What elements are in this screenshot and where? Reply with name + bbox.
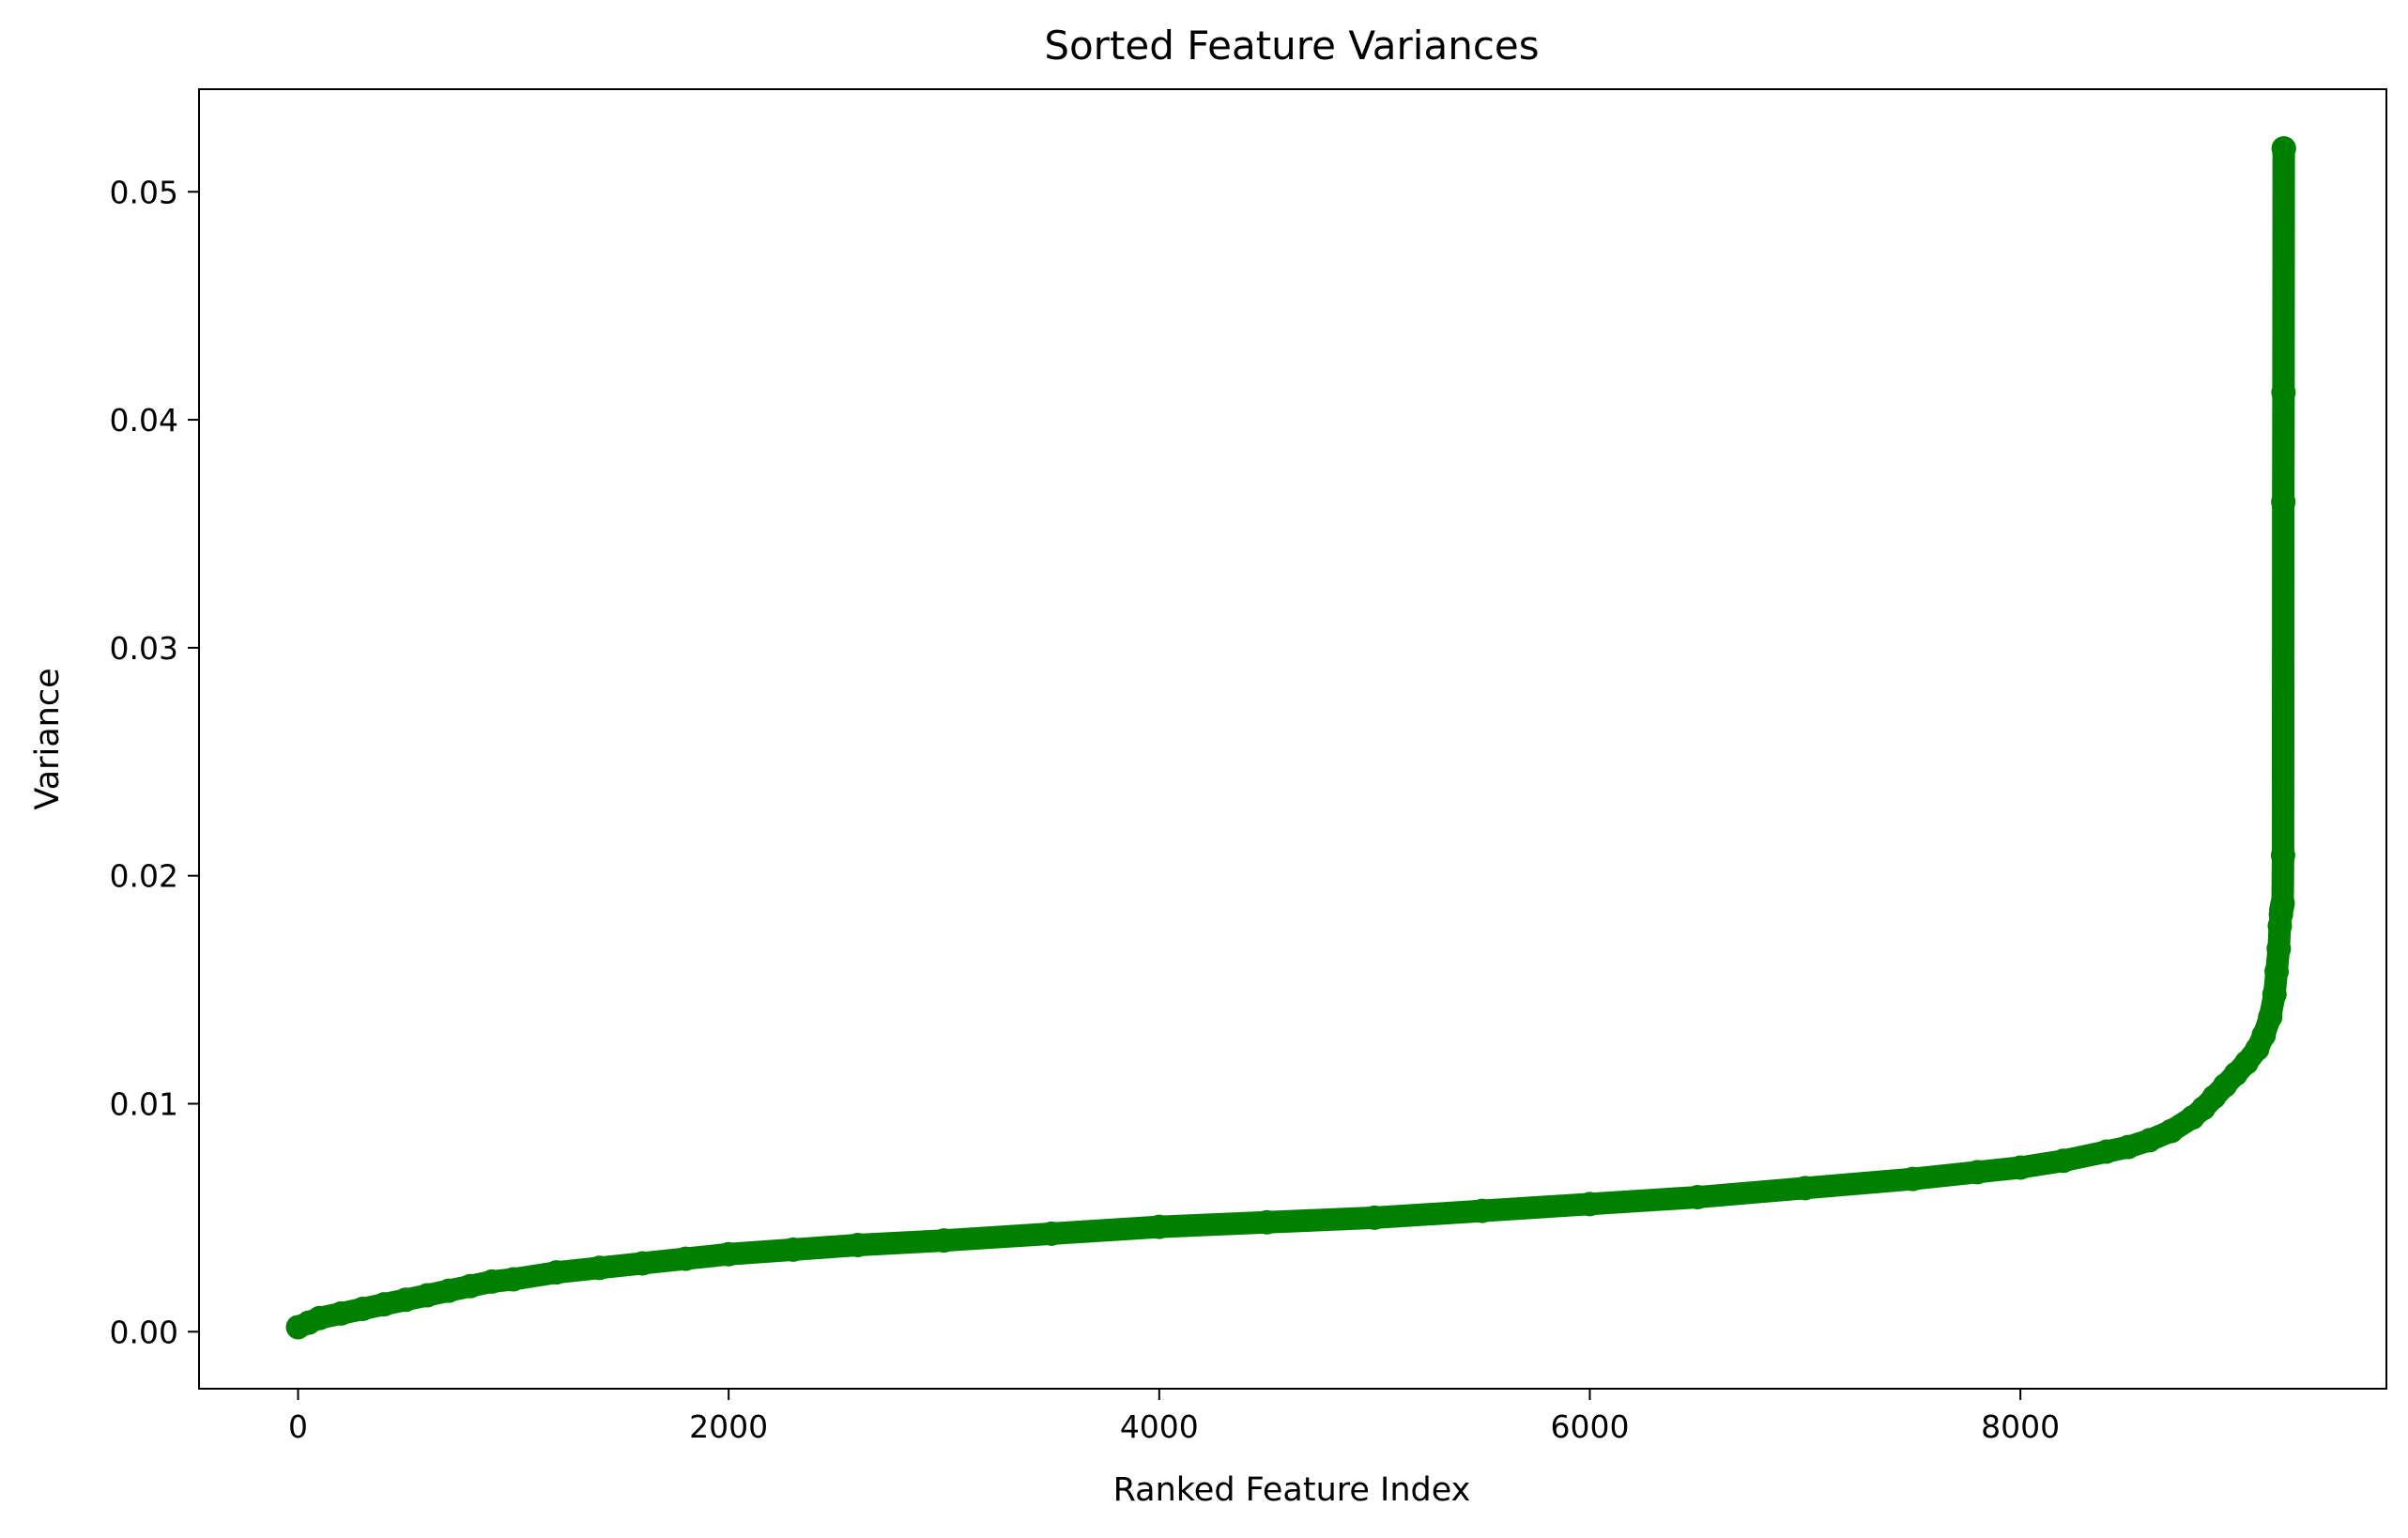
data-point <box>437 1278 462 1303</box>
x-tick-label: 4000 <box>1120 1408 1199 1445</box>
data-point <box>372 1292 397 1317</box>
data-point <box>2271 136 2296 161</box>
data-point <box>1685 1185 1710 1210</box>
data-point <box>845 1233 870 1258</box>
data-point <box>2258 1005 2283 1030</box>
data-point <box>1254 1209 1280 1235</box>
data-point <box>1146 1214 1172 1239</box>
data-point <box>780 1237 805 1262</box>
data-point <box>2266 936 2292 961</box>
data-point <box>2262 981 2287 1007</box>
data-point <box>1965 1160 1990 1185</box>
data-point <box>307 1305 332 1330</box>
y-tick-label: 0.03 <box>110 630 178 667</box>
data-point <box>500 1267 526 1292</box>
data-point <box>2137 1128 2162 1153</box>
y-axis: 0.00 0.01 0.02 0.03 0.04 0.05 <box>110 174 199 1350</box>
data-point <box>2271 489 2296 515</box>
y-tick-label: 0.02 <box>110 858 178 895</box>
data-point <box>1577 1192 1603 1217</box>
data-point <box>2158 1118 2184 1144</box>
y-tick-label: 0.00 <box>110 1314 178 1350</box>
data-point <box>457 1273 483 1299</box>
x-tick-label: 6000 <box>1550 1408 1629 1445</box>
data-point <box>587 1255 612 1281</box>
plot-area <box>285 136 2296 1340</box>
data-point <box>2008 1155 2033 1180</box>
data-point <box>673 1246 698 1271</box>
data-point <box>630 1251 655 1276</box>
data-point <box>1792 1176 1818 1201</box>
data-point <box>1469 1198 1495 1223</box>
data-point <box>329 1300 354 1326</box>
x-axis: 0 2000 4000 6000 8000 <box>288 1389 2060 1445</box>
x-axis-label: Ranked Feature Index <box>1113 1471 1471 1509</box>
data-point <box>2051 1148 2077 1174</box>
data-point <box>716 1241 742 1267</box>
data-point <box>350 1297 376 1322</box>
y-tick-label: 0.01 <box>110 1085 178 1122</box>
x-tick-label: 0 <box>288 1408 308 1445</box>
x-tick-label: 2000 <box>689 1408 768 1445</box>
data-point <box>393 1287 419 1313</box>
data-point <box>2270 890 2295 915</box>
data-point <box>1362 1205 1388 1230</box>
data-point <box>2271 379 2296 405</box>
y-axis-label: Variance <box>29 668 67 809</box>
data-point <box>1900 1166 1925 1192</box>
data-point <box>2264 959 2290 984</box>
data-point <box>2270 842 2295 868</box>
data-point <box>544 1260 569 1285</box>
y-tick-label: 0.05 <box>110 174 178 210</box>
data-point <box>931 1228 957 1253</box>
chart-title: Sorted Feature Variances <box>1044 23 1539 69</box>
plot-frame <box>198 88 2387 1390</box>
data-point <box>2115 1134 2140 1160</box>
data-point <box>1039 1221 1065 1246</box>
y-tick-label: 0.04 <box>110 402 178 438</box>
x-tick-label: 8000 <box>1981 1408 2060 1445</box>
data-point <box>415 1283 440 1308</box>
data-point <box>2094 1139 2119 1164</box>
data-point <box>479 1269 504 1294</box>
